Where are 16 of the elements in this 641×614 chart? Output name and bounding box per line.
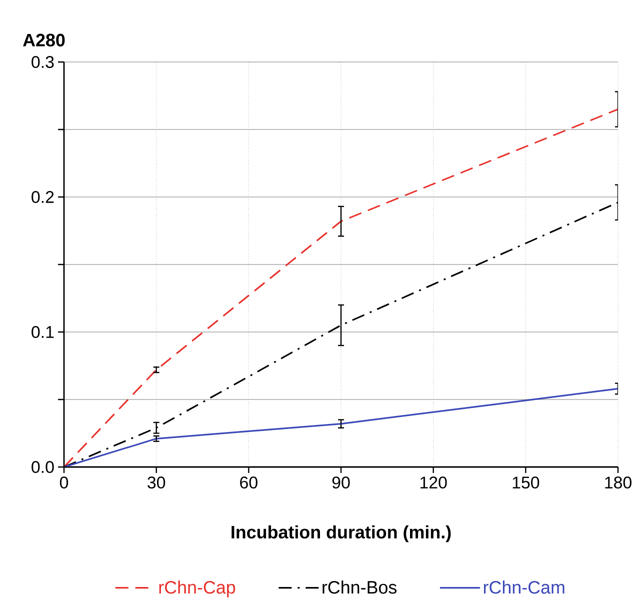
y-tick-label: 0.1 — [32, 326, 54, 338]
legend-label: rChn-Cam — [484, 580, 564, 594]
y-tick-label: 0.2 — [32, 191, 54, 203]
x-tick-label: 150 — [512, 476, 540, 489]
x-tick-label: 120 — [420, 476, 447, 489]
x-tick-label: 60 — [240, 476, 258, 489]
legend-label: rChn-Cap — [159, 580, 236, 598]
y-tick-label: 0.0 — [32, 461, 54, 473]
x-tick-label: 30 — [148, 476, 166, 489]
x-tick-label: 90 — [332, 476, 350, 489]
x-tick-label: 180 — [605, 476, 632, 489]
x-axis-title: Incubation duration (min.) — [232, 525, 451, 542]
x-tick-label: 0 — [60, 476, 68, 489]
y-tick-label: 0.3 — [32, 56, 54, 68]
y-axis-title: A280 — [23, 34, 65, 46]
legend-label: rChn-Bos — [322, 580, 397, 594]
